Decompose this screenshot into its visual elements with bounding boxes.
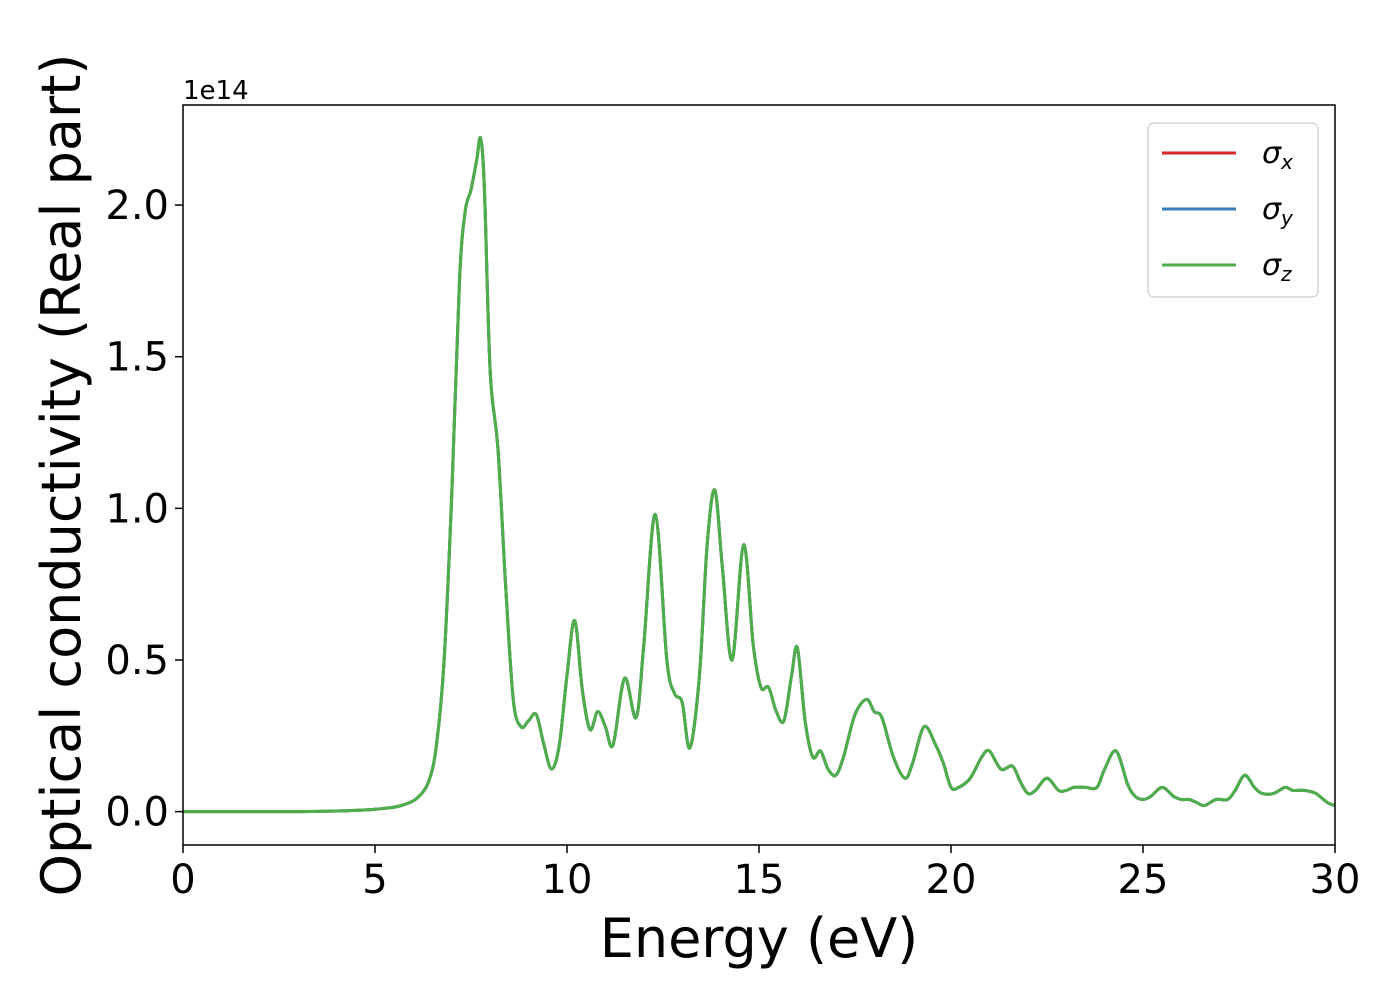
series-line-3 <box>183 135 1336 814</box>
y-tick-label: 0.0 <box>105 790 169 836</box>
legend-label-2: σy <box>1262 192 1294 230</box>
y-tick-label: 0.5 <box>105 638 169 684</box>
x-tick-label: 0 <box>170 857 195 903</box>
x-tick-label: 30 <box>1310 857 1361 903</box>
y-tick-label: 1.0 <box>105 486 169 532</box>
y-tick-label: 2.0 <box>105 183 169 229</box>
x-tick-label: 20 <box>926 857 977 903</box>
legend-label-1: σx <box>1262 136 1293 174</box>
x-tick-label: 5 <box>362 857 387 903</box>
x-tick-label: 15 <box>734 857 785 903</box>
y-offset-label: 1e14 <box>183 76 249 106</box>
series-layer <box>183 135 1336 814</box>
legend-items: σx σy σz <box>1162 136 1294 286</box>
y-axis-ticks: 0.0 0.5 1.0 1.5 2.0 <box>105 183 183 836</box>
x-tick-label: 10 <box>542 857 593 903</box>
y-tick-label: 1.5 <box>105 335 169 381</box>
legend: σx σy σz <box>1147 122 1319 298</box>
x-axis-title: Energy (eV) <box>600 907 919 970</box>
y-axis-title: Optical conductivity (Real part) <box>30 54 93 897</box>
x-tick-label: 25 <box>1118 857 1169 903</box>
legend-label-3: σz <box>1262 248 1292 286</box>
x-axis-ticks: 0 5 10 15 20 25 30 <box>170 845 1360 903</box>
plot-background <box>183 105 1335 845</box>
